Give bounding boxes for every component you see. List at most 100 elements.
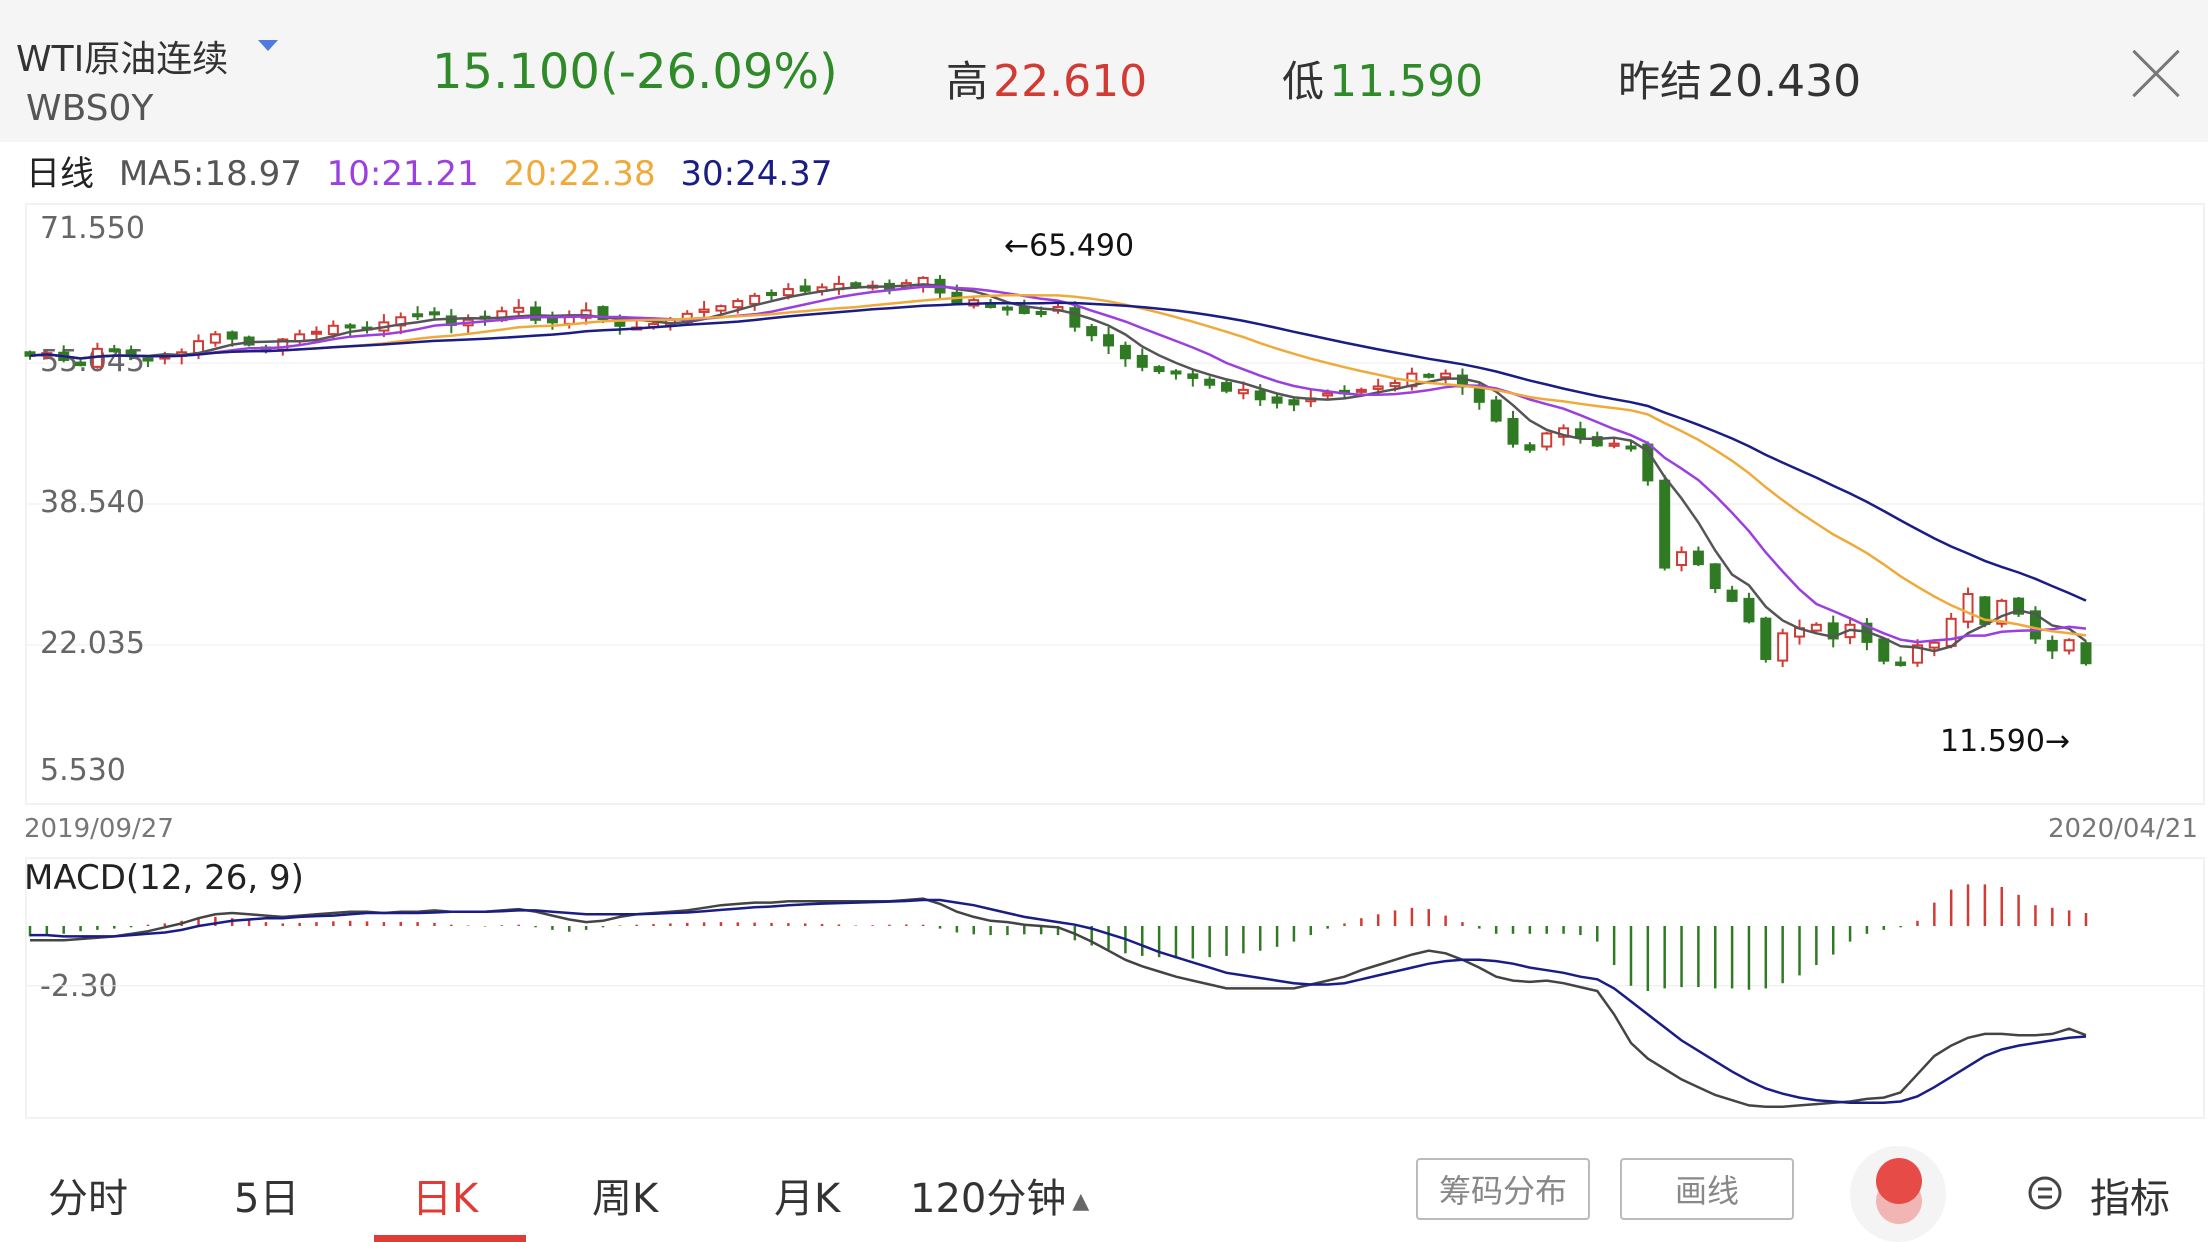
- candle: [1709, 563, 1721, 594]
- candle: [1810, 622, 1822, 632]
- candle: [1170, 369, 1182, 380]
- close-icon[interactable]: [2128, 46, 2184, 102]
- candle-body: [1001, 306, 1013, 311]
- macd-chart[interactable]: -2.30: [0, 848, 2208, 1124]
- candle-body: [1692, 550, 1704, 566]
- candle: [1962, 587, 1974, 629]
- candle-body: [1322, 392, 1334, 397]
- candle-body: [310, 330, 322, 335]
- tab-120min[interactable]: 120分钟 ▲: [910, 1166, 1089, 1224]
- candle-body: [1103, 334, 1115, 347]
- candle-body: [1743, 597, 1755, 623]
- candle: [1086, 324, 1098, 342]
- tab-daily-k[interactable]: 日K: [412, 1176, 479, 1222]
- record-button[interactable]: [1850, 1146, 1946, 1242]
- candle-body: [2063, 639, 2075, 652]
- ma-legend: 日线 MA5:18.97 10:21.21 20:22.38 30:24.37: [26, 146, 846, 195]
- candle-body: [1204, 378, 1216, 386]
- prev-settle-value: 20.430: [1707, 56, 1862, 107]
- candle-body: [850, 282, 862, 288]
- ma10-line: [29, 285, 2087, 644]
- draw-line-button[interactable]: 画线: [1620, 1158, 1794, 1220]
- candle-body: [1659, 479, 1671, 569]
- kline-chart[interactable]: 71.55055.04538.54022.0355.530←65.49011.5…: [0, 190, 2208, 810]
- low-label: 低: [1282, 57, 1325, 106]
- candle: [1204, 376, 1216, 389]
- macd-dea-line: [30, 898, 2087, 1105]
- instrument-dropdown-icon[interactable]: [258, 40, 278, 51]
- tab-weekly-k[interactable]: 周K: [592, 1176, 659, 1222]
- indicator-icon[interactable]: [2026, 1174, 2064, 1212]
- candle-body: [1069, 307, 1081, 328]
- candle: [1743, 592, 1755, 624]
- period-label: 日线: [26, 154, 94, 194]
- candle: [1187, 368, 1199, 387]
- candle-body: [1288, 399, 1300, 406]
- candle-body: [1608, 442, 1620, 447]
- candle: [1490, 395, 1502, 423]
- candle-body: [782, 288, 794, 297]
- indicator-button[interactable]: 指标: [2090, 1176, 2170, 1222]
- candle-body: [412, 313, 424, 318]
- candle-body: [1507, 418, 1519, 445]
- candle: [1692, 546, 1704, 567]
- candle-body: [1170, 370, 1182, 375]
- candle: [1895, 656, 1907, 667]
- candle: [2080, 641, 2092, 666]
- candle-body: [1827, 622, 1839, 640]
- candle: [1608, 438, 1620, 449]
- ma10-value: 10:21.21: [326, 154, 479, 194]
- chip-distribution-button[interactable]: 筹码分布: [1416, 1158, 1590, 1220]
- candle: [1001, 305, 1013, 316]
- candle-body: [142, 357, 154, 362]
- candle: [209, 330, 221, 347]
- candle: [412, 306, 424, 321]
- candle-body: [1136, 354, 1148, 368]
- candle-body: [1777, 632, 1789, 662]
- tab-intraday[interactable]: 分时: [48, 1176, 128, 1222]
- candle-body: [1810, 623, 1822, 632]
- candle: [1119, 341, 1131, 367]
- date-start: 2019/09/27: [24, 814, 174, 844]
- candle: [142, 357, 154, 368]
- candle: [2029, 606, 2041, 644]
- candle: [1541, 431, 1553, 451]
- ma30-value: 30:24.37: [680, 154, 833, 194]
- tab-monthly-k[interactable]: 月K: [774, 1176, 841, 1222]
- y-tick-label: 71.550: [40, 211, 145, 246]
- tab-120min-label: 120分钟: [910, 1176, 1067, 1222]
- last-price: 15.100(-26.09%): [432, 44, 838, 100]
- candle-body: [1473, 386, 1485, 403]
- min-annotation: 11.590→: [1940, 724, 2070, 759]
- change-percent: (-26.09%): [599, 44, 838, 100]
- candle-body: [698, 308, 710, 313]
- candle-body: [1187, 373, 1199, 379]
- candle-body: [2046, 639, 2058, 652]
- high-value: 22.610: [993, 56, 1148, 107]
- candle: [1524, 442, 1536, 453]
- candle-body: [1524, 444, 1536, 451]
- candle: [2063, 638, 2075, 655]
- candle-body: [1237, 388, 1249, 395]
- candle-body: [597, 306, 609, 320]
- candle: [344, 323, 356, 336]
- candle-body: [75, 361, 87, 367]
- tab-5day[interactable]: 5日: [234, 1176, 300, 1222]
- candle-body: [1355, 388, 1367, 393]
- instrument-name[interactable]: WTI原油连续: [16, 39, 229, 80]
- candle-body: [428, 311, 440, 316]
- active-tab-indicator: [374, 1235, 526, 1242]
- candle-body: [1153, 366, 1165, 373]
- candle-body: [1878, 638, 1890, 662]
- quote-header: [0, 0, 2208, 142]
- record-dot-icon: [1876, 1158, 1922, 1204]
- candle: [1221, 379, 1233, 394]
- low-quote: 低 11.590: [1282, 48, 1483, 109]
- candle-body: [1389, 382, 1401, 388]
- candle: [1726, 585, 1738, 603]
- ma20-value: 20:22.38: [503, 154, 656, 194]
- candle-body: [1221, 382, 1233, 392]
- candle-body: [1372, 385, 1384, 390]
- candle-body: [749, 294, 761, 305]
- candle-body: [732, 300, 744, 309]
